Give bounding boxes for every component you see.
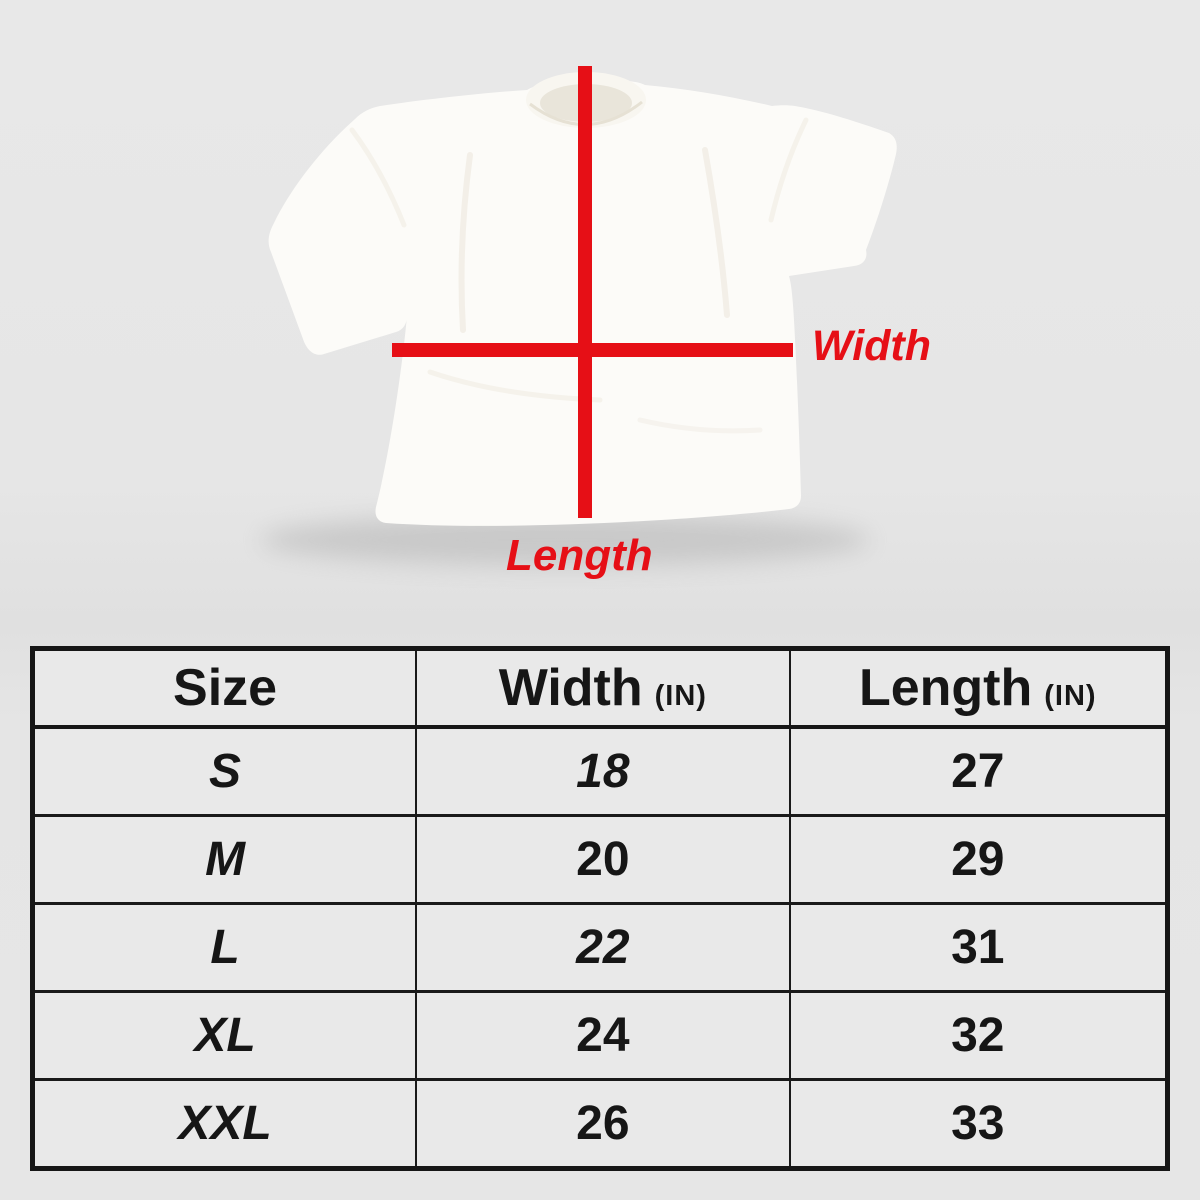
- width-cell: 26: [415, 1078, 790, 1169]
- shirt-shadow: [260, 514, 870, 566]
- header-length-unit: (IN): [1044, 680, 1097, 712]
- length-cell: 33: [788, 1078, 1168, 1169]
- size-cell: S: [31, 725, 417, 816]
- size-cell: L: [31, 902, 417, 992]
- length-line: [578, 66, 592, 518]
- length-cell: 32: [788, 990, 1168, 1080]
- tshirt-photo: [260, 66, 897, 566]
- length-cell: 27: [788, 725, 1168, 816]
- header-size-label: Size: [173, 659, 278, 717]
- header-length-label: Length: [858, 659, 1033, 717]
- table-row: XXL 26 33: [31, 1078, 1168, 1169]
- width-cell: 22: [415, 902, 790, 992]
- size-cell: XXL: [31, 1078, 417, 1169]
- header-width-unit: (IN): [654, 680, 707, 712]
- header-width-label: Width: [498, 659, 643, 717]
- size-chart-table: Size Width (IN) Length (IN) S 18 27 M 20 2…: [30, 646, 1170, 1171]
- header-row: Size Width (IN) Length (IN): [31, 648, 1168, 729]
- table-row: S 18 27: [31, 725, 1168, 816]
- table-row: M 20 29: [31, 814, 1168, 904]
- size-cell: XL: [31, 990, 417, 1080]
- header-cell-length: Length (IN): [788, 648, 1168, 729]
- fabric-creases: [349, 117, 809, 434]
- length-annotation-label: Length: [506, 531, 653, 580]
- header-cell-width: Width (IN): [415, 648, 790, 729]
- length-cell: 31: [788, 902, 1168, 992]
- width-cell: 24: [415, 990, 790, 1080]
- table-row: XL 24 32: [31, 990, 1168, 1080]
- length-cell: 29: [788, 814, 1168, 904]
- width-annotation-label: Width: [812, 322, 932, 370]
- header-cell-size: Size: [31, 648, 417, 729]
- size-cell: M: [31, 814, 417, 904]
- tshirt-diagram: Width Length: [260, 66, 932, 580]
- width-cell: 18: [415, 725, 790, 816]
- width-cell: 20: [415, 814, 790, 904]
- table-row: L 22 31: [31, 902, 1168, 992]
- width-line: [392, 343, 793, 357]
